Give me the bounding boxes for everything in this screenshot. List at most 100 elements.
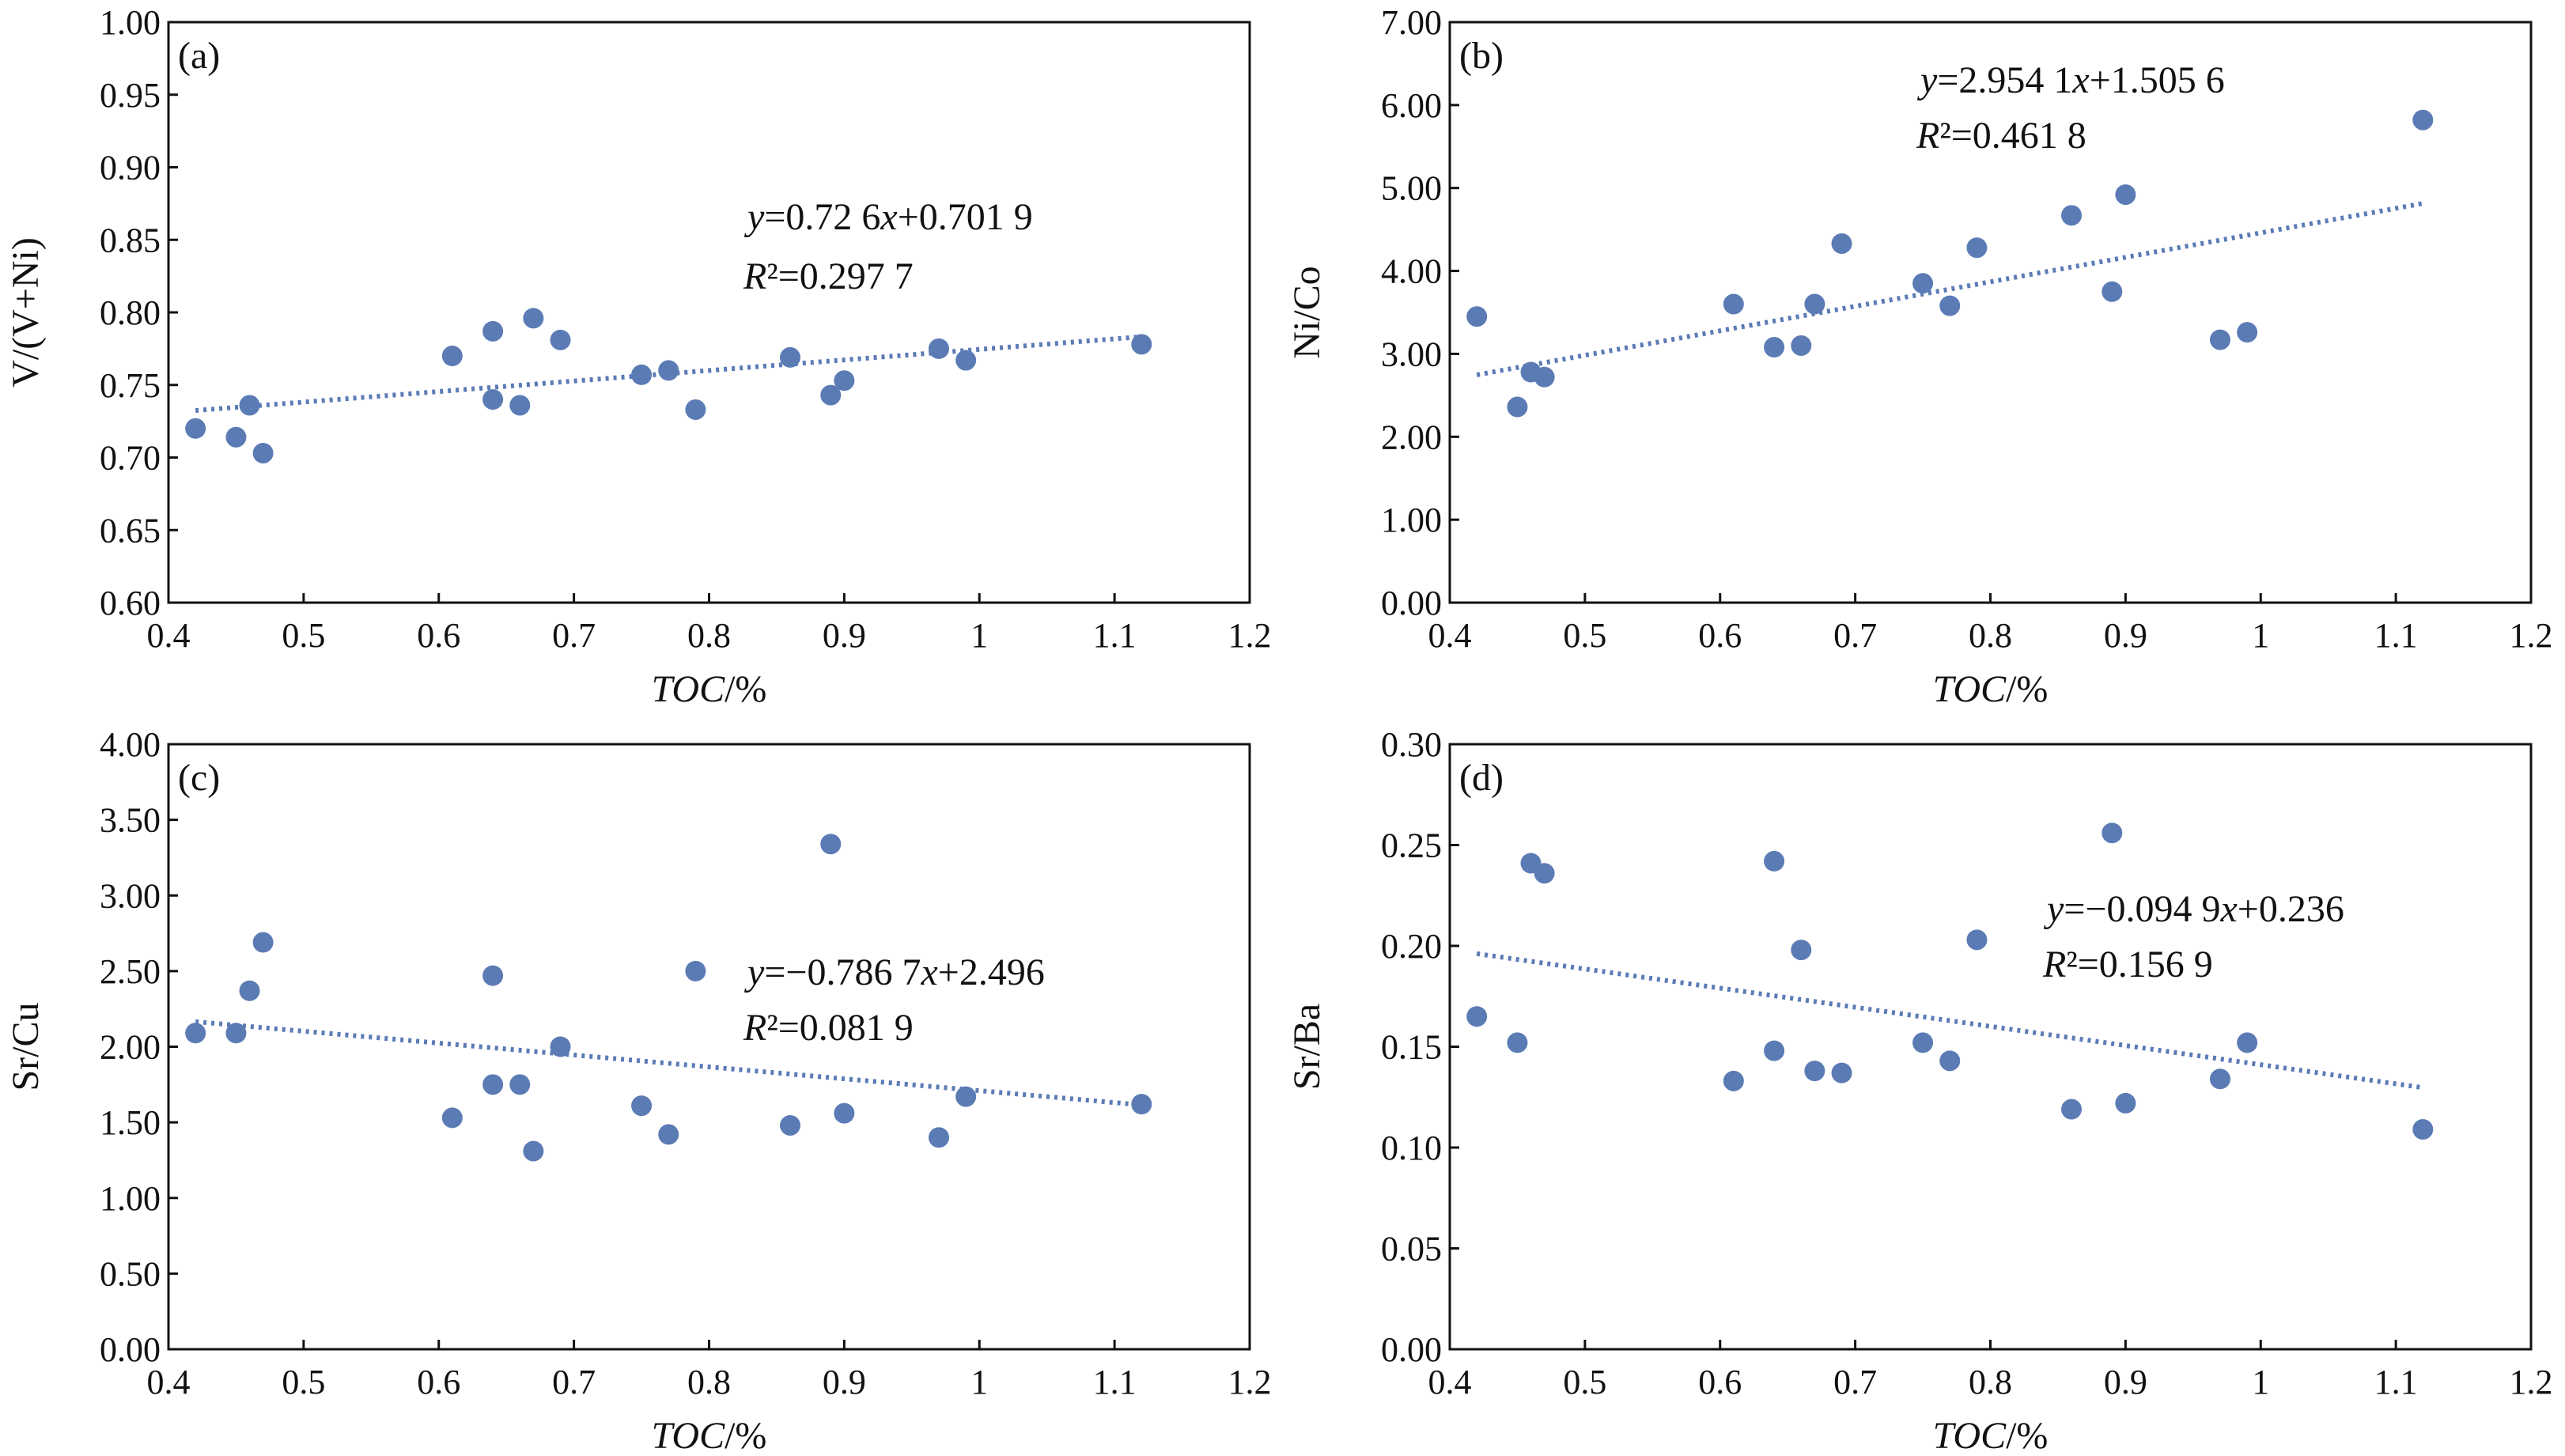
y-axis-label: Sr/Cu bbox=[5, 1002, 47, 1091]
y-tick-label: 0.00 bbox=[1381, 1330, 1442, 1369]
r-squared-label: R²=0.461 8 bbox=[1916, 115, 2086, 157]
x-tick-label: 1.1 bbox=[1093, 1363, 1137, 1401]
data-point bbox=[252, 442, 274, 463]
data-point bbox=[955, 350, 977, 371]
data-point bbox=[482, 389, 504, 410]
data-point bbox=[441, 346, 463, 367]
x-tick-label: 0.4 bbox=[147, 1363, 191, 1401]
y-tick-label: 0.80 bbox=[100, 293, 161, 332]
data-point bbox=[441, 1107, 463, 1129]
data-point bbox=[1966, 929, 1988, 951]
data-point bbox=[658, 1124, 679, 1145]
x-tick-label: 1.2 bbox=[2510, 1363, 2553, 1401]
regression-equation: y=2.954 1x+1.505 6 bbox=[1916, 59, 2225, 101]
y-tick-label: 0.00 bbox=[1381, 584, 1442, 622]
panel-b: 0.4 0.5 0.6 0.7 0.8 0.9 1 1.1 1.2 0.00 1.00 2.00 3.0… bbox=[1286, 3, 2553, 710]
y-tick-label: 4.00 bbox=[1381, 252, 1442, 291]
y-tick-label: 0.00 bbox=[100, 1330, 161, 1369]
y-tick-label: 5.00 bbox=[1381, 169, 1442, 208]
trendline bbox=[1476, 951, 2423, 1091]
data-point bbox=[550, 1036, 571, 1057]
data-point bbox=[2061, 1099, 2083, 1120]
data-point bbox=[1466, 1006, 1488, 1027]
y-tick-label: 6.00 bbox=[1381, 86, 1442, 125]
x-axis-label: TOC/% bbox=[652, 668, 767, 710]
y-axis-label: V/(V+Ni) bbox=[5, 237, 47, 388]
data-point bbox=[1534, 366, 1555, 388]
x-tick-label: 0.5 bbox=[1563, 616, 1606, 655]
x-tick-label: 0.6 bbox=[417, 616, 460, 655]
x-tick-label: 0.7 bbox=[552, 616, 596, 655]
x-tick-label: 0.6 bbox=[1698, 1363, 1742, 1401]
y-tick-label: 0.25 bbox=[1381, 826, 1442, 865]
data-point bbox=[1764, 850, 1785, 872]
data-point bbox=[834, 370, 855, 391]
y-tick-label: 0.30 bbox=[1381, 725, 1442, 764]
data-point bbox=[482, 320, 504, 342]
data-point bbox=[1791, 335, 1812, 356]
y-tick-label: 0.05 bbox=[1381, 1230, 1442, 1269]
plot-frame-b bbox=[1448, 21, 2533, 604]
data-point bbox=[1723, 1070, 1744, 1091]
data-point bbox=[482, 1074, 504, 1095]
trendline bbox=[1476, 201, 2423, 377]
y-tick-label: 7.00 bbox=[1381, 3, 1442, 42]
data-point bbox=[1939, 295, 1961, 316]
data-point bbox=[1831, 1062, 1852, 1083]
data-point bbox=[239, 395, 260, 416]
x-tick-label: 0.8 bbox=[687, 1363, 731, 1401]
data-point bbox=[2412, 109, 2434, 130]
y-tick-label: 1.00 bbox=[100, 1179, 161, 1218]
data-point bbox=[2209, 329, 2230, 350]
regression-equation: y=0.72 6x+0.701 9 bbox=[743, 196, 1033, 238]
x-tick-label: 1.2 bbox=[1228, 1363, 1272, 1401]
trendline bbox=[195, 1019, 1142, 1108]
x-tick-label: 0.7 bbox=[1833, 616, 1877, 655]
y-tick-label: 2.00 bbox=[100, 1028, 161, 1067]
x-tick-label: 0.9 bbox=[2104, 616, 2147, 655]
x-tick-label: 0.4 bbox=[147, 616, 191, 655]
x-axis-label: TOC/% bbox=[1933, 668, 2049, 710]
panel-label: (c) bbox=[178, 757, 220, 799]
x-tick-label: 1 bbox=[2252, 1363, 2269, 1401]
panel-label: (a) bbox=[178, 35, 220, 77]
x-tick-label: 0.4 bbox=[1428, 616, 1472, 655]
x-tick-label: 0.7 bbox=[552, 1363, 596, 1401]
data-point bbox=[2061, 205, 2083, 226]
x-tick-label: 0.6 bbox=[1698, 616, 1742, 655]
data-point bbox=[631, 364, 653, 385]
data-point bbox=[1507, 1032, 1528, 1053]
y-tick-label: 0.60 bbox=[100, 584, 161, 622]
data-point bbox=[1912, 273, 1934, 294]
x-axis-label: TOC/% bbox=[1933, 1415, 2049, 1456]
panel-c: 0.4 0.5 0.6 0.7 0.8 0.9 1 1.1 1.2 0.00 0.50 1.00 1.5… bbox=[5, 725, 1272, 1456]
x-tick-label: 0.9 bbox=[823, 1363, 866, 1401]
data-point bbox=[2412, 1119, 2434, 1140]
data-point bbox=[1912, 1032, 1934, 1053]
panel-label: (d) bbox=[1459, 757, 1504, 799]
x-tick-label: 0.8 bbox=[1969, 1363, 2012, 1401]
y-tick-label: 1.00 bbox=[100, 3, 161, 42]
y-tick-label: 0.50 bbox=[100, 1254, 161, 1293]
r-squared-label: R²=0.297 7 bbox=[743, 255, 914, 297]
data-point bbox=[1966, 237, 1988, 259]
data-point bbox=[2102, 281, 2123, 302]
y-axis-label: Ni/Co bbox=[1286, 266, 1328, 358]
x-tick-label: 1.2 bbox=[2510, 616, 2553, 655]
data-point bbox=[1939, 1050, 1961, 1072]
r-squared-label: R²=0.156 9 bbox=[2042, 944, 2213, 985]
data-point bbox=[820, 834, 842, 855]
x-tick-label: 1.1 bbox=[1093, 616, 1137, 655]
data-point bbox=[239, 980, 260, 1001]
x-tick-label: 0.9 bbox=[2104, 1363, 2147, 1401]
y-tick-label: 3.00 bbox=[100, 876, 161, 915]
data-point bbox=[834, 1102, 855, 1124]
data-point bbox=[185, 418, 206, 439]
x-tick-label: 1.2 bbox=[1228, 616, 1272, 655]
y-tick-label: 3.00 bbox=[1381, 335, 1442, 373]
x-tick-label: 1 bbox=[2252, 616, 2269, 655]
y-tick-label: 2.50 bbox=[100, 952, 161, 991]
data-point bbox=[1131, 334, 1152, 355]
y-tick-label: 0.20 bbox=[1381, 927, 1442, 966]
